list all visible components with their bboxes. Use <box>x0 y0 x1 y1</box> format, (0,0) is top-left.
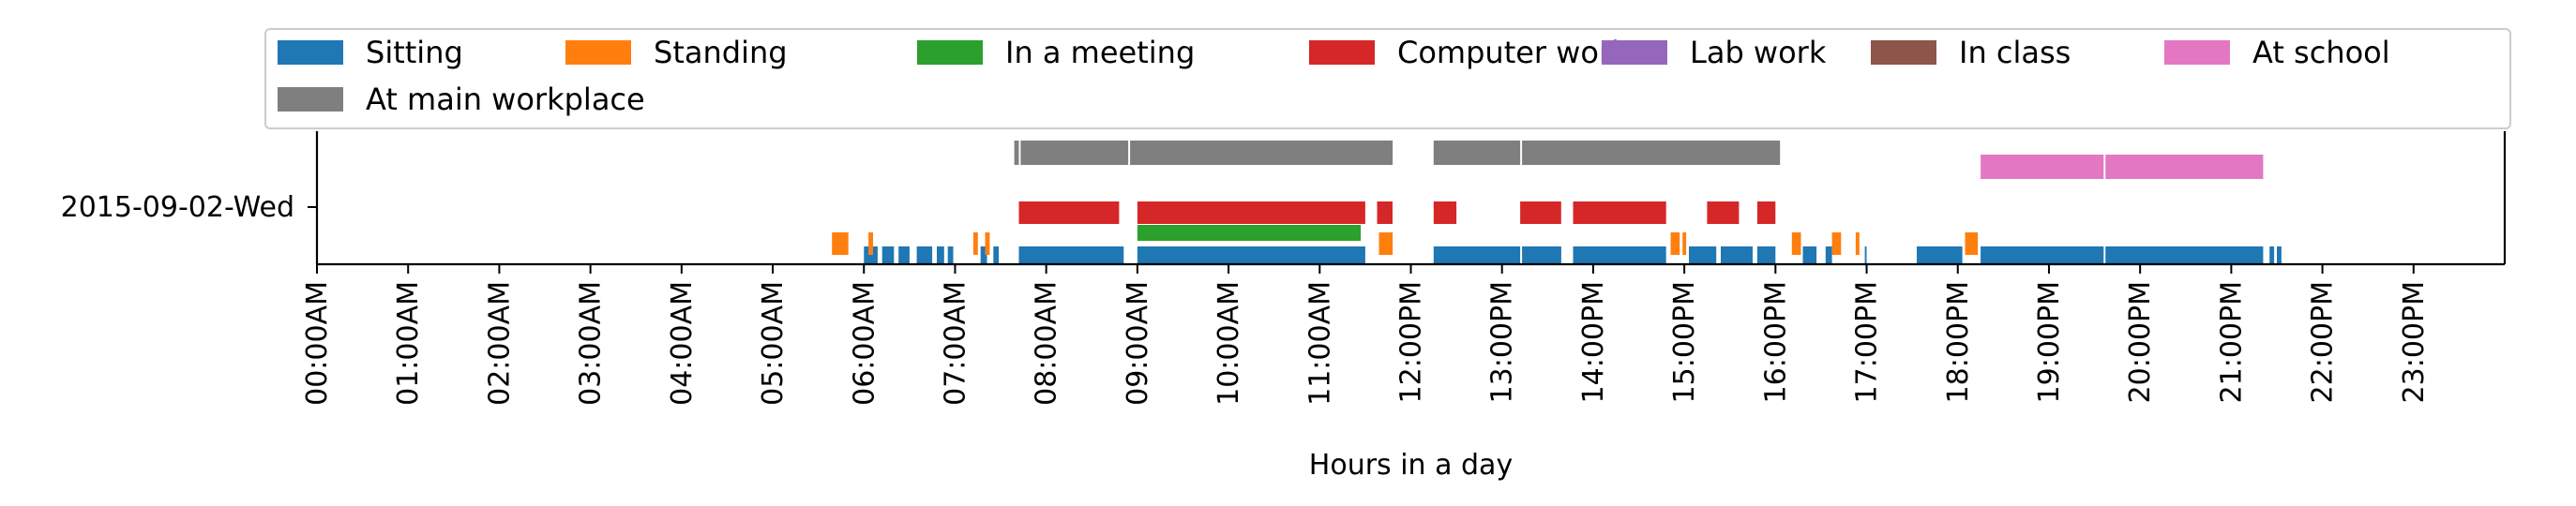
bar-computer-work-1 <box>1137 201 1365 224</box>
bar-at-main-workplace-1 <box>1020 141 1129 165</box>
bar-standing-0 <box>832 232 849 255</box>
legend-swatch-lab-work <box>1602 40 1667 65</box>
bar-sitting-6 <box>980 246 987 264</box>
x-tick-label: 08:00AM <box>1031 281 1063 406</box>
x-tick-label: 12:00PM <box>1395 281 1428 403</box>
bar-at-main-workplace-3 <box>1433 141 1521 165</box>
x-tick-label: 13:00PM <box>1486 281 1519 403</box>
legend-box <box>264 28 2511 129</box>
bar-standing-9 <box>1855 232 1860 255</box>
bar-computer-work-0 <box>1018 201 1120 224</box>
bar-sitting-15 <box>1756 246 1776 264</box>
bar-in-a-meeting-0 <box>1137 225 1362 241</box>
x-tick-label: 23:00PM <box>2398 281 2431 403</box>
bar-standing-5 <box>1670 232 1680 255</box>
bar-sitting-2 <box>898 246 910 264</box>
bar-sitting-1 <box>881 246 895 264</box>
x-tick-label: 15:00PM <box>1668 281 1701 403</box>
legend-label-at-school: At school <box>2252 35 2390 70</box>
bar-computer-work-2 <box>1377 201 1393 224</box>
x-axis-title: Hours in a day <box>1309 449 1513 482</box>
bar-sitting-0 <box>864 246 878 264</box>
bar-standing-6 <box>1682 232 1687 255</box>
bar-sitting-7 <box>993 246 1000 264</box>
bar-sitting-21 <box>2105 246 2264 264</box>
bar-at-main-workplace-4 <box>1522 141 1781 165</box>
legend-label-in-a-meeting: In a meeting <box>1005 35 1195 70</box>
bar-sitting-18 <box>1864 246 1867 264</box>
bar-sitting-10 <box>1433 246 1521 264</box>
bar-at-main-workplace-0 <box>1014 141 1019 165</box>
x-tick-label: 22:00PM <box>2307 281 2340 403</box>
legend-swatch-at-main-workplace <box>278 87 343 112</box>
bar-computer-work-5 <box>1573 201 1666 224</box>
x-tick-label: 03:00AM <box>575 281 608 406</box>
bar-sitting-11 <box>1522 246 1561 264</box>
bar-sitting-3 <box>916 246 933 264</box>
bar-sitting-8 <box>1018 246 1124 264</box>
bar-at-school-1 <box>2105 155 2264 179</box>
bar-sitting-23 <box>2277 246 2282 264</box>
bar-standing-2 <box>972 232 978 255</box>
bar-sitting-14 <box>1721 246 1753 264</box>
bar-computer-work-3 <box>1433 201 1457 224</box>
x-tick-label: 19:00PM <box>2033 281 2066 403</box>
legend: Sitting Standing In a meeting Computer work… <box>264 28 2511 129</box>
legend-swatch-sitting <box>278 40 343 65</box>
bar-sitting-17 <box>1825 246 1832 264</box>
x-tick-label: 01:00AM <box>392 281 425 406</box>
legend-swatch-at-school <box>2164 40 2230 65</box>
x-tick-label: 07:00AM <box>939 281 972 406</box>
x-tick-label: 05:00AM <box>757 281 790 406</box>
legend-label-at-main-workplace: At main workplace <box>366 82 645 117</box>
bar-sitting-19 <box>1917 246 1963 264</box>
y-tick-label: 2015-09-02-Wed <box>61 191 294 224</box>
bar-sitting-22 <box>2269 246 2275 264</box>
legend-label-lab-work: Lab work <box>1690 35 1827 70</box>
bar-standing-8 <box>1831 232 1842 255</box>
bar-computer-work-6 <box>1707 201 1740 224</box>
x-tick-label: 10:00AM <box>1213 281 1245 406</box>
x-tick-label: 20:00PM <box>2124 281 2157 403</box>
x-tick-label: 16:00PM <box>1759 281 1792 403</box>
bar-sitting-12 <box>1573 246 1666 264</box>
legend-swatch-computer-work <box>1309 40 1375 65</box>
x-tick-label: 14:00PM <box>1577 281 1610 403</box>
axes: 00:00AM 01:00AM 02:00AM 03:00AM 04:00AM 05:00… <box>61 131 2507 406</box>
x-tick-label: 06:00AM <box>848 281 881 406</box>
bar-sitting-4 <box>937 246 944 264</box>
x-tick-label: 18:00PM <box>1942 281 1975 403</box>
bar-sitting-5 <box>947 246 954 264</box>
plot-area <box>832 141 2282 264</box>
bar-standing-3 <box>985 232 990 255</box>
bar-standing-10 <box>1965 232 1979 255</box>
bar-standing-7 <box>1791 232 1801 255</box>
bar-at-main-workplace-2 <box>1130 141 1393 165</box>
bar-sitting-9 <box>1137 246 1365 264</box>
legend-label-computer-work: Computer work <box>1397 35 1629 70</box>
bar-sitting-20 <box>1981 246 2104 264</box>
x-tick-label: 11:00AM <box>1303 281 1336 406</box>
bar-sitting-13 <box>1689 246 1717 264</box>
legend-swatch-in-a-meeting <box>917 40 983 65</box>
legend-label-in-class: In class <box>1959 35 2071 70</box>
bar-computer-work-7 <box>1756 201 1776 224</box>
x-tick-label: 17:00PM <box>1851 281 1884 403</box>
bar-standing-4 <box>1378 232 1393 255</box>
bar-at-school-0 <box>1981 155 2104 179</box>
legend-label-standing: Standing <box>654 35 788 70</box>
x-tick-label: 09:00AM <box>1122 281 1154 406</box>
x-tick-label: 02:00AM <box>483 281 516 406</box>
bar-sitting-16 <box>1802 246 1817 264</box>
x-tick-label: 21:00PM <box>2215 281 2248 403</box>
legend-label-sitting: Sitting <box>366 35 463 70</box>
bar-standing-1 <box>868 232 873 255</box>
x-tick-label: 04:00AM <box>666 281 699 406</box>
bar-computer-work-4 <box>1520 201 1561 224</box>
x-tick-label: 00:00AM <box>301 281 334 406</box>
legend-swatch-in-class <box>1871 40 1936 65</box>
legend-swatch-standing <box>565 40 631 65</box>
